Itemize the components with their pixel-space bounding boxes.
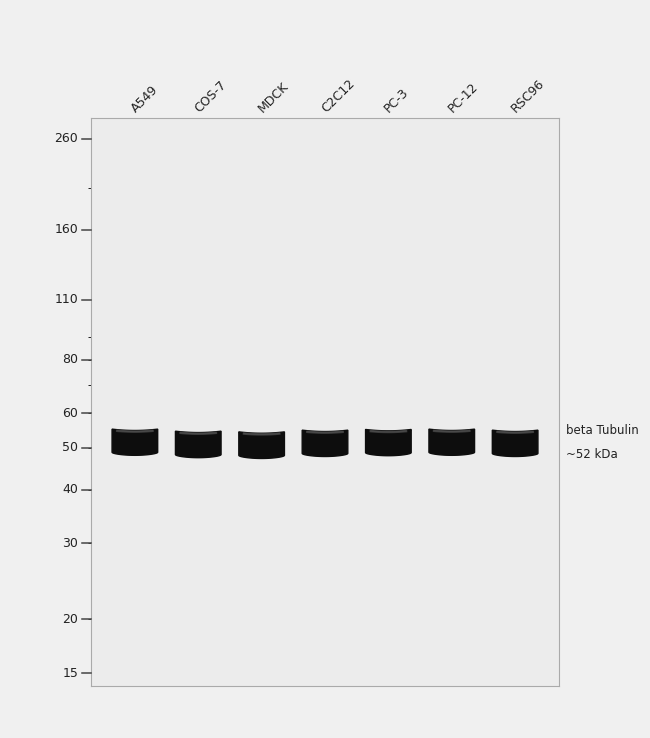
Polygon shape	[365, 430, 411, 455]
Text: 60: 60	[62, 407, 78, 420]
Polygon shape	[176, 431, 221, 458]
Text: A549: A549	[129, 83, 161, 115]
Text: 40: 40	[62, 483, 78, 496]
Polygon shape	[243, 433, 280, 435]
Polygon shape	[180, 432, 216, 434]
Text: beta Tubulin: beta Tubulin	[566, 424, 639, 437]
Text: 15: 15	[62, 667, 78, 680]
Text: 50: 50	[62, 441, 78, 454]
Text: PC-12: PC-12	[445, 80, 480, 115]
Text: 80: 80	[62, 353, 78, 366]
Polygon shape	[239, 432, 285, 458]
Polygon shape	[434, 430, 470, 432]
Polygon shape	[307, 431, 343, 433]
Text: MDCK: MDCK	[255, 80, 291, 115]
Polygon shape	[497, 431, 534, 433]
Polygon shape	[492, 430, 538, 457]
Text: 160: 160	[55, 223, 78, 236]
Polygon shape	[429, 429, 474, 455]
Polygon shape	[112, 429, 158, 455]
Text: 260: 260	[55, 132, 78, 145]
Text: PC-3: PC-3	[382, 86, 411, 115]
Text: C2C12: C2C12	[318, 77, 357, 115]
Text: ~52 kDa: ~52 kDa	[566, 448, 618, 461]
Text: COS-7: COS-7	[192, 78, 229, 115]
Polygon shape	[302, 430, 348, 457]
Text: RSC96: RSC96	[509, 77, 547, 115]
Text: 20: 20	[62, 613, 78, 626]
Polygon shape	[116, 430, 153, 432]
Text: 110: 110	[55, 293, 78, 306]
Polygon shape	[370, 430, 407, 432]
Text: 30: 30	[62, 537, 78, 550]
